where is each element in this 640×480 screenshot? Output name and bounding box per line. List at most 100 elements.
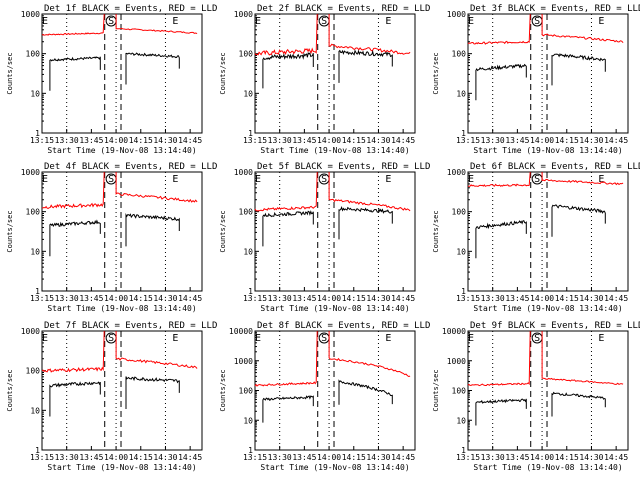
plot-frame bbox=[467, 13, 629, 134]
x-tick-label: 14:30 bbox=[579, 453, 603, 462]
y-tick-label: 1 bbox=[35, 287, 40, 296]
x-axis-label: Start Time (19-Nov-08 13:14:40) bbox=[473, 146, 622, 155]
x-tick-label: 13:15 bbox=[30, 136, 54, 145]
x-tick-label: 14:00 bbox=[530, 136, 554, 145]
lld-series-line bbox=[41, 171, 105, 209]
panel-title: Det 1f BLACK = Events, RED = LLD bbox=[44, 4, 217, 14]
saa-marker: S bbox=[108, 174, 114, 185]
x-tick-label: 14:30 bbox=[366, 453, 390, 462]
x-axis-label: Start Time (19-Nov-08 13:14:40) bbox=[47, 463, 196, 472]
x-tick-label: 13:30 bbox=[55, 453, 79, 462]
x-axis-label: Start Time (19-Nov-08 13:14:40) bbox=[260, 146, 409, 155]
x-tick-label: 14:00 bbox=[317, 136, 341, 145]
y-tick-label: 10 bbox=[30, 406, 40, 415]
x-tick-label: 14:00 bbox=[317, 294, 341, 303]
eclipse-marker: E bbox=[255, 16, 261, 27]
eclipse-marker: E bbox=[172, 174, 178, 185]
x-tick-label: 13:15 bbox=[243, 294, 267, 303]
plot-frame bbox=[467, 171, 629, 292]
panel-title: Det 8f BLACK = Events, RED = LLD bbox=[257, 321, 430, 331]
x-tick-label: 13:45 bbox=[505, 453, 529, 462]
y-tick-label: 10000 bbox=[229, 327, 253, 336]
y-tick-label: 1000 bbox=[21, 10, 40, 19]
events-series-line bbox=[262, 395, 314, 423]
y-tick-label: 1000 bbox=[21, 327, 40, 336]
eclipse-marker: E bbox=[598, 174, 604, 185]
lld-series-line bbox=[115, 172, 198, 203]
y-tick-label: 100 bbox=[239, 208, 254, 217]
x-tick-label: 13:30 bbox=[481, 294, 505, 303]
x-tick-label: 14:15 bbox=[129, 136, 153, 145]
detector-panel-2: Det 2f BLACK = Events, RED = LLD 1 10 100 10… bbox=[219, 4, 430, 155]
y-tick-label: 100 bbox=[26, 367, 41, 376]
detector-panel-8: Det 8f BLACK = Events, RED = LLD 1 10 100 10… bbox=[219, 321, 430, 472]
y-tick-label: 10 bbox=[456, 89, 466, 98]
events-series-line bbox=[49, 381, 101, 417]
x-tick-label: 13:45 bbox=[505, 136, 529, 145]
y-axis-label: Counts/sec bbox=[6, 369, 14, 411]
x-tick-label: 14:00 bbox=[317, 453, 341, 462]
lld-series-line bbox=[541, 172, 624, 186]
x-tick-label: 14:00 bbox=[104, 294, 128, 303]
x-tick-label: 13:45 bbox=[292, 136, 316, 145]
eclipse-marker: E bbox=[468, 16, 474, 27]
x-tick-label: 13:45 bbox=[79, 294, 103, 303]
x-tick-label: 13:15 bbox=[456, 294, 480, 303]
y-tick-label: 10 bbox=[30, 247, 40, 256]
events-series-line bbox=[262, 210, 314, 247]
plot-frame bbox=[41, 13, 203, 134]
x-tick-label: 13:15 bbox=[456, 136, 480, 145]
x-tick-label: 13:15 bbox=[456, 453, 480, 462]
x-tick-label: 14:15 bbox=[555, 294, 579, 303]
eclipse-marker: E bbox=[255, 174, 261, 185]
eclipse-marker: E bbox=[598, 333, 604, 344]
lld-series-line bbox=[467, 330, 531, 387]
detector-panel-7: Det 7f BLACK = Events, RED = LLD 1 10 100 10… bbox=[6, 321, 217, 472]
y-tick-label: 100 bbox=[239, 387, 254, 396]
x-axis-label: Start Time (19-Nov-08 13:14:40) bbox=[473, 304, 622, 313]
y-tick-label: 1 bbox=[461, 129, 466, 138]
x-tick-label: 13:15 bbox=[243, 453, 267, 462]
y-tick-label: 100 bbox=[239, 50, 254, 59]
x-axis-label: Start Time (19-Nov-08 13:14:40) bbox=[473, 463, 622, 472]
y-tick-label: 10 bbox=[456, 416, 466, 425]
y-tick-label: 1000 bbox=[447, 168, 466, 177]
x-axis-label: Start Time (19-Nov-08 13:14:40) bbox=[47, 304, 196, 313]
panel-title: Det 3f BLACK = Events, RED = LLD bbox=[470, 4, 640, 14]
x-tick-label: 14:30 bbox=[366, 136, 390, 145]
panel-title: Det 7f BLACK = Events, RED = LLD bbox=[44, 321, 217, 331]
events-series-line bbox=[475, 63, 527, 101]
eclipse-marker: E bbox=[468, 174, 474, 185]
detector-panel-4: Det 4f BLACK = Events, RED = LLD 1 10 100 10… bbox=[6, 162, 217, 313]
panel-title: Det 2f BLACK = Events, RED = LLD bbox=[257, 4, 430, 14]
y-axis-label: Counts/sec bbox=[432, 369, 440, 411]
y-axis-label: Counts/sec bbox=[6, 52, 14, 94]
eclipse-marker: E bbox=[468, 333, 474, 344]
y-tick-label: 10 bbox=[243, 247, 253, 256]
x-tick-label: 13:45 bbox=[79, 136, 103, 145]
x-tick-label: 14:15 bbox=[342, 294, 366, 303]
eclipse-marker: E bbox=[385, 16, 391, 27]
events-series-line bbox=[338, 379, 393, 405]
x-tick-label: 14:00 bbox=[530, 294, 554, 303]
x-tick-label: 13:15 bbox=[30, 294, 54, 303]
x-tick-label: 14:15 bbox=[342, 453, 366, 462]
x-tick-label: 13:30 bbox=[481, 136, 505, 145]
x-tick-label: 14:45 bbox=[604, 136, 628, 145]
y-tick-label: 100 bbox=[26, 50, 41, 59]
events-series-line bbox=[49, 219, 101, 257]
x-tick-label: 14:45 bbox=[391, 136, 415, 145]
x-tick-label: 13:45 bbox=[79, 453, 103, 462]
panel-title: Det 9f BLACK = Events, RED = LLD bbox=[470, 321, 640, 331]
x-tick-label: 14:15 bbox=[342, 136, 366, 145]
x-axis-label: Start Time (19-Nov-08 13:14:40) bbox=[260, 463, 409, 472]
detector-panel-6: Det 6f BLACK = Events, RED = LLD 1 10 100 10… bbox=[432, 162, 640, 313]
saa-marker: S bbox=[534, 16, 540, 27]
panel-title: Det 4f BLACK = Events, RED = LLD bbox=[44, 162, 217, 172]
y-tick-label: 10 bbox=[243, 89, 253, 98]
x-tick-label: 14:00 bbox=[104, 136, 128, 145]
detector-panel-3: Det 3f BLACK = Events, RED = LLD 1 10 100 10… bbox=[432, 4, 640, 155]
x-axis-label: Start Time (19-Nov-08 13:14:40) bbox=[47, 146, 196, 155]
x-tick-label: 14:45 bbox=[391, 294, 415, 303]
events-series-line bbox=[551, 53, 606, 86]
